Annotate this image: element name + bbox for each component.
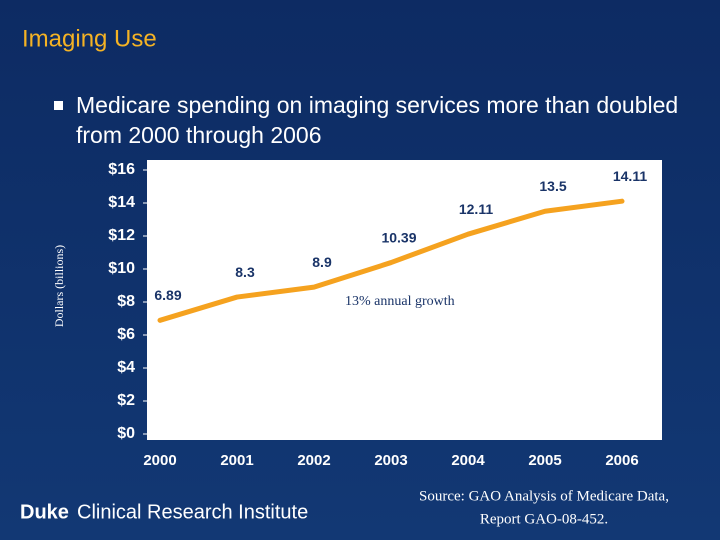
value-label: 13.5 — [539, 178, 566, 194]
y-tick-label: $10 — [108, 260, 135, 277]
x-tick-label: 2000 — [143, 452, 176, 469]
y-tick-label: $16 — [108, 161, 135, 178]
y-axis-label: Dollars (billions) — [52, 245, 66, 327]
value-label: 14.11 — [613, 168, 647, 184]
footer-bold: Duke — [20, 501, 69, 523]
annotation: 13% annual growth — [345, 294, 455, 309]
value-label: 8.9 — [312, 254, 332, 270]
value-label: 8.3 — [235, 264, 255, 280]
data-line — [157, 198, 625, 323]
y-tick-label: $6 — [117, 326, 135, 343]
footer-text: Clinical Research Institute — [77, 501, 308, 523]
bullet-box: Medicare spending on imaging services mo… — [76, 92, 679, 148]
x-tick-label: 2005 — [528, 452, 561, 469]
source-line: Report GAO-08-452. — [480, 511, 608, 527]
x-tick-label: 2003 — [374, 452, 407, 469]
x-tick-label: 2002 — [297, 452, 330, 469]
slide-title: Imaging Use — [22, 25, 157, 52]
y-tick-label: $4 — [117, 359, 135, 376]
y-tick-label: $14 — [108, 194, 135, 211]
y-tick-label: $0 — [117, 425, 135, 442]
y-tick-label: $2 — [117, 392, 135, 409]
y-tick-label: $12 — [108, 227, 135, 244]
source-line: Source: GAO Analysis of Medicare Data, — [419, 488, 669, 504]
bullet-text: Medicare spending on imaging services mo… — [76, 92, 679, 148]
x-tick-label: 2006 — [605, 452, 638, 469]
value-label: 10.39 — [381, 229, 416, 245]
value-label: 12.11 — [459, 201, 493, 217]
bullet-marker — [54, 101, 63, 110]
x-tick-label: 2001 — [220, 452, 253, 469]
value-label: 6.89 — [154, 287, 181, 303]
x-tick-label: 2004 — [451, 452, 485, 469]
y-tick-label: $8 — [117, 293, 135, 310]
